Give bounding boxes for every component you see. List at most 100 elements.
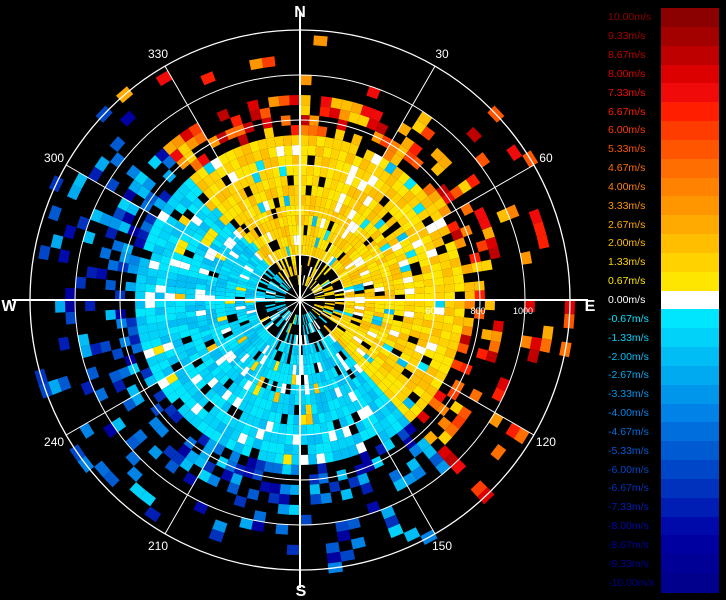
velocity-cell bbox=[187, 321, 199, 330]
velocity-cell bbox=[294, 344, 298, 355]
velocity-cell bbox=[444, 291, 455, 300]
velocity-cell bbox=[228, 273, 240, 280]
velocity-cell bbox=[313, 165, 322, 177]
velocity-cell bbox=[423, 430, 438, 445]
velocity-cell bbox=[348, 340, 359, 351]
velocity-cell bbox=[390, 242, 403, 253]
velocity-cell bbox=[422, 444, 438, 460]
velocity-cell bbox=[335, 237, 345, 248]
velocity-cell bbox=[261, 409, 271, 421]
velocity-cell bbox=[350, 273, 361, 281]
velocity-cell bbox=[311, 236, 317, 247]
velocity-cell bbox=[385, 187, 397, 200]
velocity-cell bbox=[330, 245, 339, 256]
velocity-cell bbox=[247, 332, 258, 341]
velocity-cell bbox=[423, 278, 435, 287]
azimuth-spoke bbox=[65, 299, 301, 436]
velocity-cell bbox=[286, 374, 293, 385]
velocity-cell bbox=[323, 266, 332, 276]
velocity-cell bbox=[274, 453, 284, 465]
velocity-cell bbox=[218, 229, 230, 241]
velocity-cell bbox=[542, 325, 554, 340]
velocity-cell bbox=[384, 425, 397, 439]
velocity-cell bbox=[426, 248, 438, 259]
colorbar-swatch bbox=[661, 516, 719, 537]
velocity-cell bbox=[350, 536, 366, 550]
velocity-cell bbox=[397, 171, 411, 185]
azimuth-spoke bbox=[299, 299, 436, 535]
velocity-cell bbox=[270, 337, 278, 348]
velocity-cell bbox=[137, 324, 149, 335]
colorbar-swatch bbox=[661, 497, 719, 518]
velocity-cell bbox=[277, 288, 287, 294]
velocity-cell bbox=[393, 477, 408, 492]
velocity-cell bbox=[294, 265, 298, 276]
velocity-cell bbox=[195, 305, 206, 311]
velocity-cell bbox=[313, 226, 320, 238]
velocity-cell bbox=[363, 310, 375, 316]
velocity-cell bbox=[341, 162, 352, 174]
velocity-cell bbox=[249, 140, 260, 153]
velocity-cell bbox=[323, 411, 333, 423]
velocity-cell bbox=[384, 161, 397, 175]
velocity-cell bbox=[192, 253, 205, 263]
velocity-cell bbox=[140, 340, 153, 351]
velocity-cell bbox=[350, 236, 361, 247]
velocity-cell bbox=[361, 416, 373, 430]
velocity-cell bbox=[238, 276, 249, 283]
velocity-cell bbox=[365, 257, 376, 266]
velocity-cell bbox=[247, 393, 258, 406]
velocity-cell bbox=[412, 385, 426, 398]
velocity-cell bbox=[313, 320, 321, 330]
velocity-cell bbox=[276, 304, 286, 309]
velocity-cell bbox=[371, 319, 383, 327]
velocity-cell bbox=[408, 443, 423, 458]
velocity-cell bbox=[135, 291, 146, 300]
velocity-cell bbox=[372, 385, 384, 398]
velocity-cell bbox=[329, 409, 339, 421]
velocity-cell bbox=[441, 355, 454, 368]
velocity-cell bbox=[292, 225, 297, 236]
colorbar-label: -9.33m/s bbox=[608, 557, 649, 570]
velocity-cell bbox=[218, 374, 230, 386]
velocity-cell bbox=[444, 300, 455, 309]
velocity-cell bbox=[403, 422, 418, 436]
velocity-cell bbox=[443, 315, 455, 325]
velocity-cell bbox=[261, 259, 270, 269]
velocity-cell bbox=[152, 344, 165, 356]
velocity-cell bbox=[215, 291, 226, 297]
velocity-cell bbox=[295, 374, 300, 385]
velocity-cell bbox=[112, 206, 127, 221]
colorbar-swatch bbox=[661, 64, 719, 84]
velocity-cell bbox=[89, 342, 102, 356]
colorbar-label: -4.00m/s bbox=[608, 407, 649, 420]
velocity-cell bbox=[230, 323, 241, 331]
velocity-cell bbox=[391, 319, 403, 328]
velocity-cell bbox=[437, 445, 452, 460]
velocity-cell bbox=[216, 282, 227, 289]
velocity-cell bbox=[244, 247, 254, 257]
velocity-cell bbox=[226, 482, 240, 495]
velocity-cell bbox=[307, 374, 314, 385]
velocity-cell bbox=[311, 342, 317, 354]
velocity-cell bbox=[391, 179, 404, 193]
velocity-cell bbox=[283, 342, 289, 354]
velocity-cell bbox=[165, 285, 176, 294]
velocity-cell bbox=[420, 126, 436, 141]
velocity-cell bbox=[179, 329, 191, 339]
velocity-cell bbox=[360, 105, 374, 118]
velocity-cell bbox=[138, 332, 151, 343]
velocity-cell bbox=[266, 307, 277, 313]
velocity-cell bbox=[262, 388, 271, 400]
velocity-cell bbox=[290, 464, 300, 475]
velocity-cell bbox=[334, 224, 343, 235]
velocity-cell bbox=[315, 216, 322, 228]
velocity-cell bbox=[184, 397, 198, 410]
velocity-cell bbox=[447, 249, 460, 260]
velocity-cell bbox=[244, 152, 256, 165]
velocity-cell bbox=[249, 275, 260, 282]
velocity-cell bbox=[438, 225, 451, 237]
velocity-cell bbox=[314, 196, 322, 208]
velocity-cell bbox=[354, 293, 365, 298]
velocity-cell bbox=[270, 401, 279, 413]
